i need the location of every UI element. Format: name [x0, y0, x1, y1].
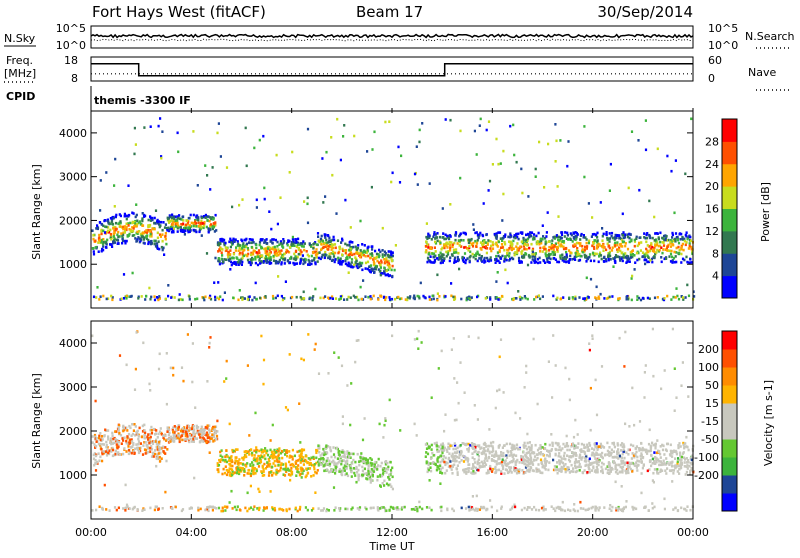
- power-colorbar: 4 8 12 16 20 24 28: [705, 119, 737, 299]
- power-ylabel: Slant Range [km]: [30, 164, 43, 260]
- colorbar-tick: 15: [705, 397, 719, 410]
- cpid-text: themis -3300 IF: [94, 94, 191, 107]
- freq-tick-top: 18: [64, 54, 78, 67]
- x-tick-label: 20:00: [577, 526, 609, 539]
- colorbar-tick: 16: [705, 203, 719, 216]
- colorbar-segment: [722, 209, 737, 232]
- y-tick-label: 1000: [59, 258, 87, 271]
- y-tick-label: 4000: [59, 337, 87, 350]
- colorbar-tick: 200: [698, 343, 719, 356]
- freq-panel: Freq. [MHz] 18 8 60 0 Nave: [4, 54, 790, 90]
- beam-title: Beam 17: [356, 3, 423, 21]
- nsky-panel: N.Sky 10^5 10^0 10^5 10^0 N.Search: [4, 22, 795, 52]
- colorbar-segment: [722, 231, 737, 254]
- nave-tick-bottom: 0: [708, 72, 715, 85]
- x-tick-label: 00:00: [677, 526, 709, 539]
- colorbar-tick: 12: [705, 225, 719, 238]
- colorbar-segment: [722, 253, 737, 276]
- nsky-trace: [91, 35, 693, 38]
- colorbar-tick: 28: [705, 135, 719, 148]
- power-panel: 1000 2000 3000 4000 Slant Range [km] 4 8 12 16…: [30, 111, 772, 308]
- colorbar-segment: [722, 475, 737, 494]
- nsky-label: N.Sky: [4, 32, 36, 45]
- colorbar-segment: [722, 457, 737, 476]
- colorbar-tick: -100: [694, 451, 719, 464]
- nsky-tick-bottom: 10^0: [56, 39, 86, 52]
- power-colorbar-label: Power [dB]: [759, 182, 772, 242]
- colorbar-tick: -200: [694, 469, 719, 482]
- colorbar-segment: [722, 367, 737, 386]
- station-title: Fort Hays West (fitACF): [92, 3, 266, 21]
- date-title: 30/Sep/2014: [597, 3, 693, 21]
- y-tick-label: 2000: [59, 214, 87, 227]
- colorbar-segment: [722, 276, 737, 299]
- colorbar-segment: [722, 141, 737, 164]
- colorbar-tick: 8: [712, 247, 719, 260]
- velocity-panel: 1000 2000 3000 4000 Slant Range [km] 200 100…: [30, 321, 775, 519]
- y-tick-label: 3000: [59, 171, 87, 184]
- colorbar-tick: -50: [701, 433, 719, 446]
- colorbar-segment: [722, 186, 737, 209]
- x-tick-label: 16:00: [476, 526, 508, 539]
- power-frame: [91, 111, 693, 308]
- colorbar-segment: [722, 421, 737, 440]
- colorbar-segment: [722, 349, 737, 368]
- velocity-heatmap-cells: [91, 328, 695, 513]
- colorbar-tick: 4: [712, 270, 719, 283]
- colorbar-segment: [722, 119, 737, 142]
- velocity-ylabel: Slant Range [km]: [30, 373, 43, 469]
- y-tick-label: 2000: [59, 425, 87, 438]
- cpid-label: CPID: [6, 90, 35, 103]
- nsearch-tick-top: 10^5: [708, 22, 738, 35]
- nsearch-trace: [91, 39, 693, 40]
- velocity-colorbar-label: Velocity [m s-1]: [762, 380, 775, 466]
- x-tick-label: 12:00: [376, 526, 408, 539]
- colorbar-segment: [722, 164, 737, 187]
- freq-label-2: [MHz]: [4, 67, 36, 80]
- colorbar-segment: [722, 439, 737, 458]
- x-axis-label: Time UT: [368, 540, 414, 553]
- y-tick-label: 3000: [59, 381, 87, 394]
- nsearch-tick-bottom: 10^0: [708, 39, 738, 52]
- freq-frame: [91, 57, 693, 81]
- power-heatmap-cells: [91, 117, 695, 301]
- freq-label-1: Freq.: [6, 54, 33, 67]
- x-tick-label: 08:00: [276, 526, 308, 539]
- x-tick-label: 00:00: [75, 526, 107, 539]
- nave-label: Nave: [748, 66, 776, 79]
- freq-tick-bottom: 8: [71, 72, 78, 85]
- velocity-colorbar: 200 100 50 15 -15 -50 -100 -200: [694, 331, 737, 512]
- colorbar-tick: 24: [705, 158, 719, 171]
- colorbar-segment: [722, 493, 737, 512]
- y-tick-label: 1000: [59, 469, 87, 482]
- colorbar-tick: 100: [698, 361, 719, 374]
- nave-tick-top: 60: [708, 54, 722, 67]
- x-tick-label: 04:00: [175, 526, 207, 539]
- colorbar-tick: 20: [705, 180, 719, 193]
- colorbar-tick: 50: [705, 379, 719, 392]
- colorbar-segment: [722, 403, 737, 422]
- colorbar-segment: [722, 331, 737, 350]
- colorbar-tick: -15: [701, 415, 719, 428]
- y-tick-label: 4000: [59, 127, 87, 140]
- cpid-panel: CPID themis -3300 IF: [6, 86, 191, 108]
- colorbar-segment: [722, 385, 737, 404]
- nsky-tick-top: 10^5: [56, 22, 86, 35]
- nsearch-label: N.Search: [745, 30, 795, 43]
